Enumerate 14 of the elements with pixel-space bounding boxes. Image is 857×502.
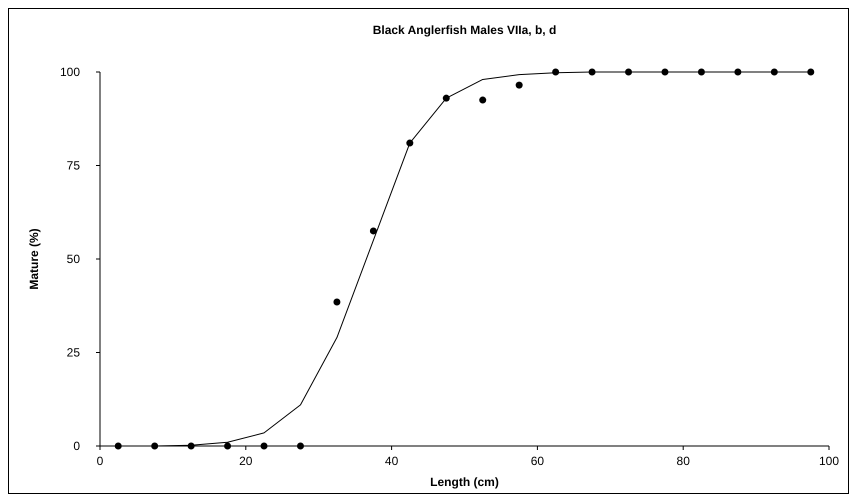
- x-tick-label: 0: [96, 454, 104, 468]
- y-tick-label: 75: [66, 158, 80, 173]
- chart-title: Black Anglerfish Males VIIa, b, d: [372, 23, 556, 37]
- x-axis-title: Length (cm): [430, 475, 499, 489]
- y-tick-label: 100: [60, 65, 80, 80]
- y-tick-label: 50: [66, 252, 80, 266]
- x-tick-label: 80: [676, 454, 690, 468]
- x-tick-label: 60: [530, 454, 544, 468]
- y-tick-label: 0: [73, 439, 80, 454]
- y-tick-label: 25: [66, 346, 80, 360]
- x-tick-label: 20: [239, 454, 253, 468]
- y-axis-title: Mature (%): [27, 228, 41, 290]
- x-tick-label: 100: [818, 454, 840, 468]
- x-tick-label: 40: [384, 454, 399, 468]
